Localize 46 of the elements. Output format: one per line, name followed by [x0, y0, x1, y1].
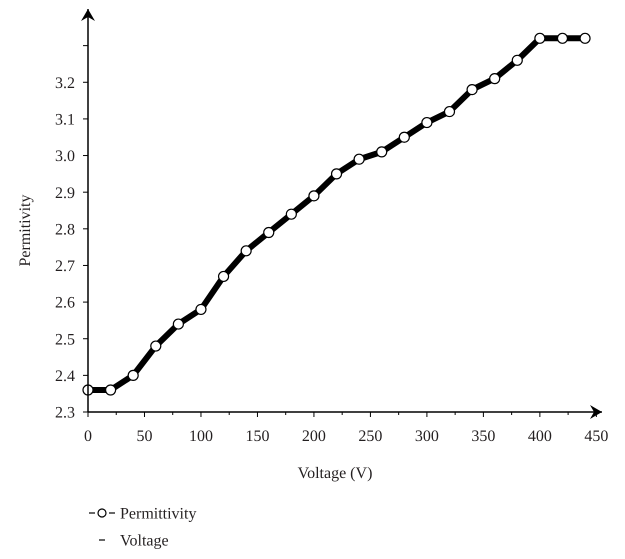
x-tick-label: 50: [136, 428, 152, 445]
x-tick-label: 400: [528, 428, 552, 445]
y-axis-title: Permitivity: [17, 194, 34, 266]
point: [195, 304, 207, 316]
point: [286, 208, 297, 220]
point: [172, 318, 184, 330]
x-axis-title: Voltage (V): [298, 465, 372, 482]
point: [218, 270, 230, 282]
point: [376, 146, 388, 158]
x-tick-label: 200: [302, 428, 326, 445]
point: [534, 32, 546, 44]
x-tick-label: 250: [358, 428, 382, 445]
point: [398, 132, 410, 143]
x-tick-label: 0: [84, 428, 92, 445]
point: [421, 116, 432, 128]
y-tick-label: 3.2: [55, 74, 75, 92]
y-tick-label: 2.6: [55, 294, 75, 312]
point: [512, 54, 523, 66]
x-tick-label: 450: [584, 428, 608, 445]
point: [150, 340, 162, 352]
y-tick-label: 2.3: [55, 404, 75, 422]
y-tick-label: 3.0: [55, 148, 75, 166]
x-tick-label: 150: [245, 428, 270, 445]
point: [330, 168, 342, 180]
x-tick-label: 100: [188, 428, 213, 445]
legend-label: Voltage: [120, 532, 169, 550]
x-tick-label: 350: [471, 428, 496, 445]
y-tick-label: 2.5: [55, 331, 75, 348]
point: [579, 32, 591, 44]
y-tick-label: 2.7: [55, 258, 75, 276]
point: [240, 245, 252, 256]
y-tick-label: 2.4: [55, 368, 75, 385]
point: [556, 32, 568, 44]
y-tick-label: 3.1: [55, 112, 75, 129]
point: [444, 106, 456, 118]
legend-label: Permittivity: [120, 506, 196, 523]
point: [489, 73, 500, 84]
x-tick-label: 300: [414, 428, 439, 445]
y-tick-label: 2.9: [55, 184, 75, 202]
point: [354, 154, 365, 165]
point: [128, 370, 139, 381]
point: [308, 190, 320, 202]
point: [263, 226, 274, 238]
y-tick-label: 2.8: [55, 221, 75, 238]
point: [466, 84, 478, 96]
point: [104, 384, 116, 396]
